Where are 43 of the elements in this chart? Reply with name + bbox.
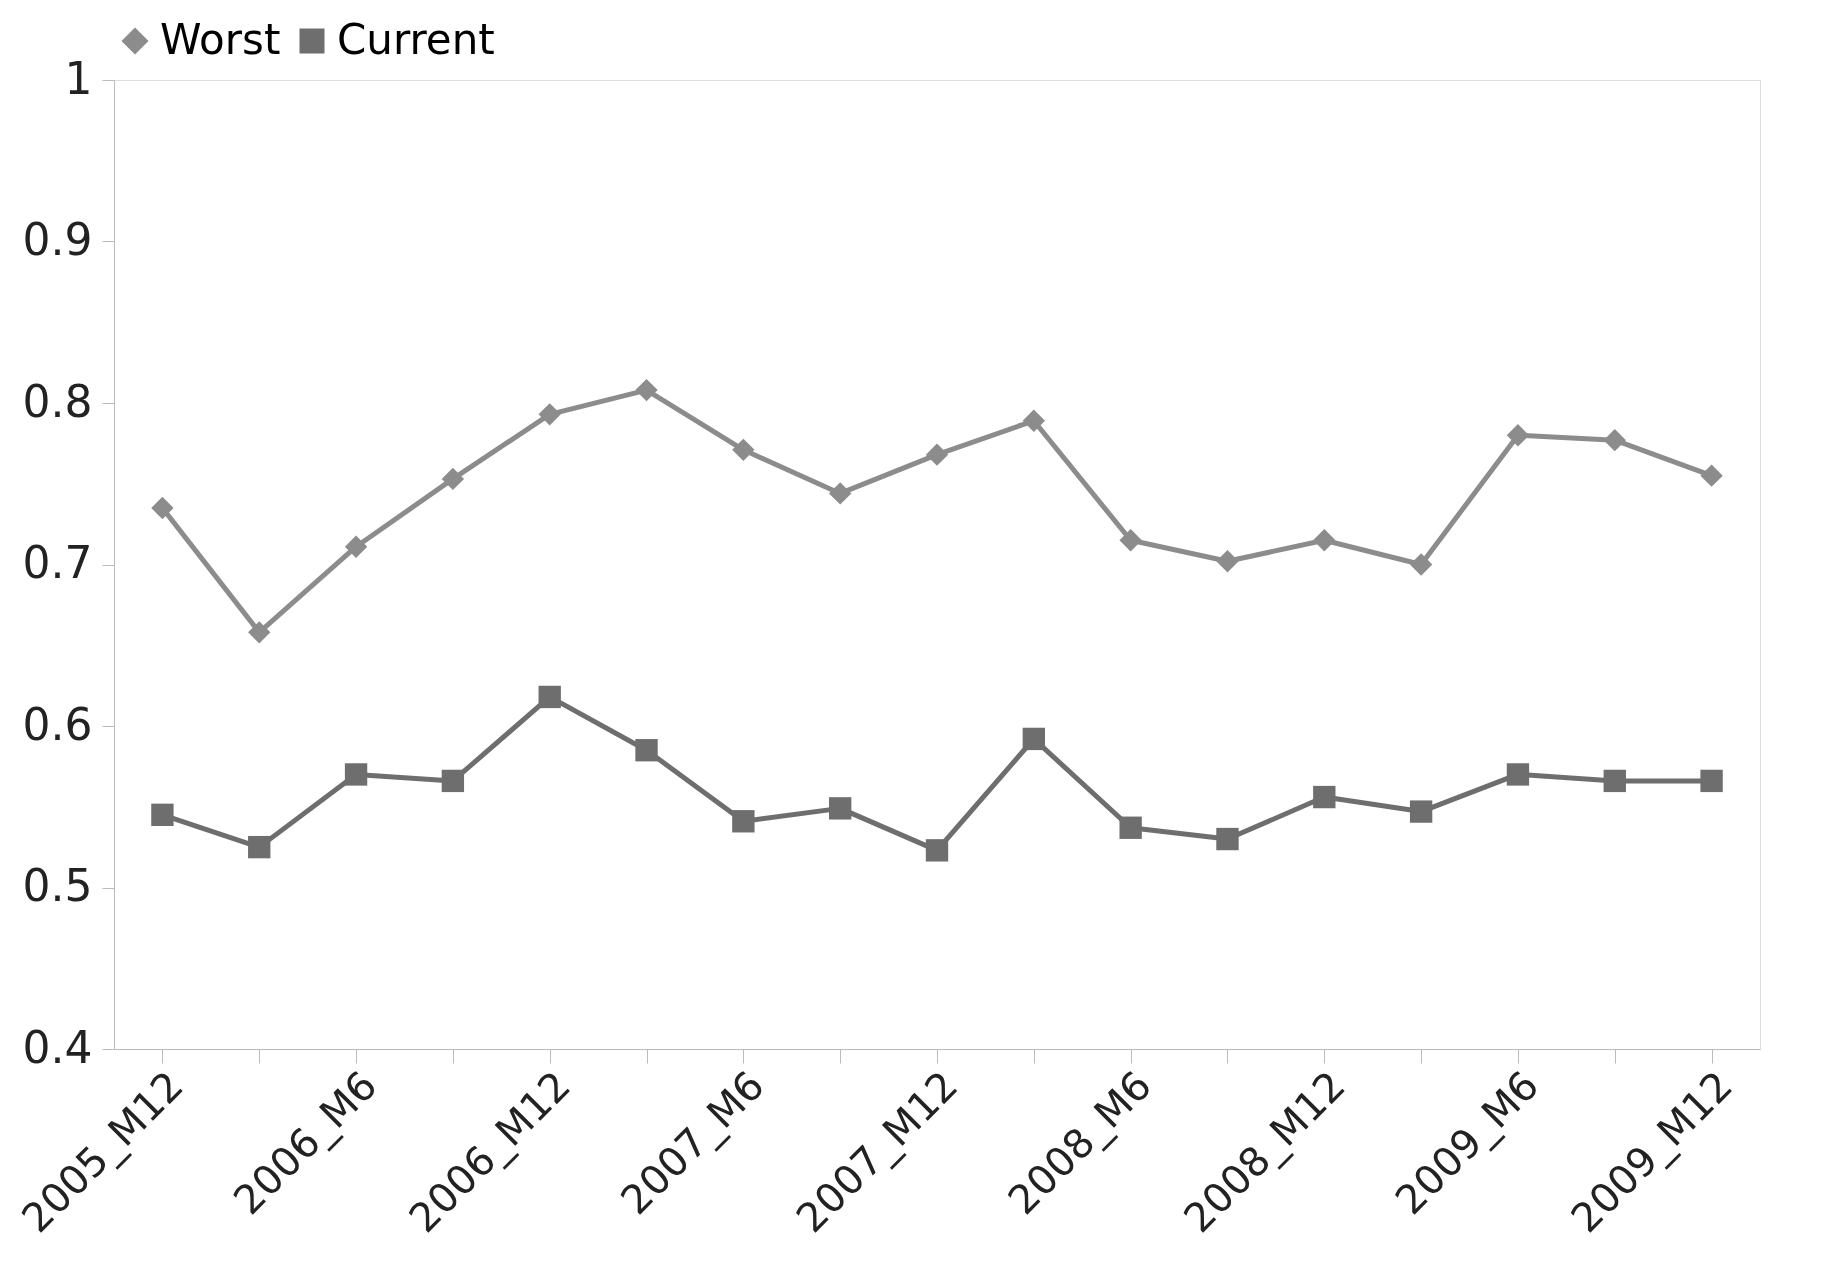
point bbox=[732, 438, 755, 462]
point bbox=[1409, 800, 1433, 823]
point bbox=[1313, 529, 1336, 552]
point bbox=[1700, 464, 1723, 487]
point bbox=[732, 810, 755, 833]
point bbox=[1022, 409, 1045, 432]
point bbox=[1119, 816, 1142, 839]
y-tick-label: 1 bbox=[64, 52, 93, 104]
point bbox=[1409, 553, 1433, 576]
point bbox=[635, 739, 658, 762]
point bbox=[1216, 550, 1239, 573]
point bbox=[441, 467, 465, 491]
point bbox=[829, 482, 852, 505]
point bbox=[151, 803, 174, 827]
point bbox=[344, 763, 368, 786]
point bbox=[1700, 769, 1723, 793]
legend-label: Worst bbox=[160, 15, 281, 64]
point bbox=[925, 443, 949, 466]
point bbox=[1022, 727, 1045, 751]
point bbox=[344, 535, 368, 558]
point bbox=[1119, 529, 1142, 552]
y-tick-label: 0.4 bbox=[22, 1021, 93, 1073]
y-tick-label: 0.9 bbox=[22, 214, 93, 265]
point bbox=[1216, 827, 1239, 851]
point bbox=[829, 797, 852, 820]
point bbox=[635, 378, 658, 402]
point bbox=[538, 685, 561, 709]
point bbox=[248, 835, 271, 859]
point bbox=[1603, 769, 1626, 793]
point bbox=[1506, 763, 1530, 786]
point bbox=[1603, 428, 1626, 452]
point bbox=[248, 621, 271, 644]
point bbox=[1506, 424, 1530, 447]
legend-label: Current bbox=[337, 15, 495, 64]
point bbox=[538, 403, 561, 426]
point bbox=[925, 839, 949, 862]
y-tick-label: 0.5 bbox=[22, 860, 93, 911]
y-tick-label: 0.8 bbox=[22, 375, 93, 427]
point bbox=[441, 769, 465, 793]
point bbox=[151, 496, 174, 520]
y-tick-label: 0.6 bbox=[22, 698, 93, 750]
point bbox=[1313, 785, 1336, 809]
y-tick-label: 0.7 bbox=[22, 537, 93, 588]
